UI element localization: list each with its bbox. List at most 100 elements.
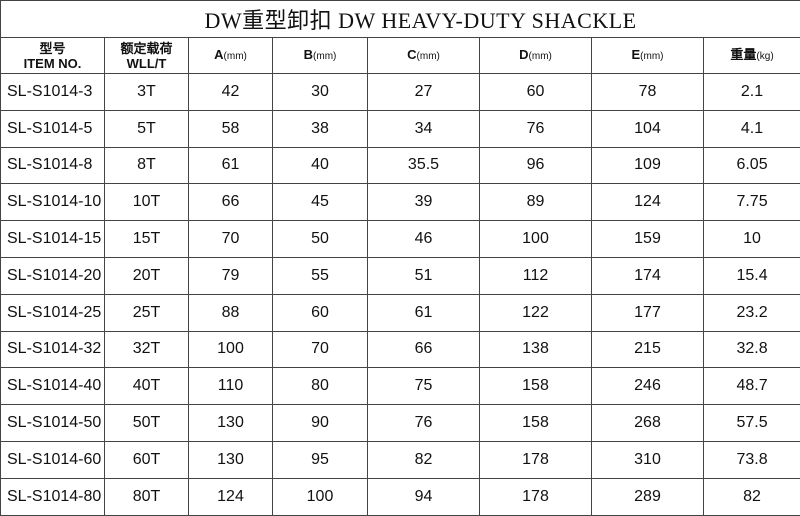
table-cell: 78 [592,74,704,111]
table-cell: 90 [273,405,368,442]
header-label-en: WLL/T [105,56,188,71]
table-cell: 7.75 [704,184,800,221]
table-cell: SL-S1014-8 [1,147,105,184]
table-cell: 10 [704,221,800,258]
table-cell: 32T [105,331,189,368]
table-cell: 159 [592,221,704,258]
table-cell: SL-S1014-20 [1,257,105,294]
table-cell: 76 [368,405,480,442]
table-cell: 95 [273,441,368,478]
table-cell: 112 [480,257,592,294]
table-cell: 310 [592,441,704,478]
table-cell: 25T [105,294,189,331]
table-cell: 174 [592,257,704,294]
table-cell: SL-S1014-60 [1,441,105,478]
table-cell: SL-S1014-40 [1,368,105,405]
table-cell: 61 [368,294,480,331]
header-label: A [214,47,223,62]
table-cell: 124 [189,478,273,515]
table-cell: 75 [368,368,480,405]
table-cell: 61 [189,147,273,184]
header-unit: (mm) [529,51,552,62]
table-cell: 38 [273,110,368,147]
table-cell: 40T [105,368,189,405]
table-cell: 32.8 [704,331,800,368]
table-cell: 82 [704,478,800,515]
table-cell: 30 [273,74,368,111]
table-cell: 55 [273,257,368,294]
header-label: B [304,47,313,62]
table-cell: 110 [189,368,273,405]
table-cell: 23.2 [704,294,800,331]
table-cell: 100 [189,331,273,368]
table-cell: 58 [189,110,273,147]
table-cell: 3T [105,74,189,111]
header-label: D [519,47,528,62]
table-cell: 70 [273,331,368,368]
table-cell: 60T [105,441,189,478]
table-cell: 45 [273,184,368,221]
table-cell: 89 [480,184,592,221]
table-cell: 48.7 [704,368,800,405]
table-cell: 2.1 [704,74,800,111]
table-cell: 94 [368,478,480,515]
table-cell: 158 [480,405,592,442]
header-a: A(mm) [189,38,273,74]
table-cell: 130 [189,441,273,478]
table-cell: 88 [189,294,273,331]
table-cell: 82 [368,441,480,478]
table-cell: 4.1 [704,110,800,147]
table-cell: 15T [105,221,189,258]
table-cell: 122 [480,294,592,331]
table-cell: SL-S1014-25 [1,294,105,331]
table-cell: 100 [480,221,592,258]
table-cell: SL-S1014-10 [1,184,105,221]
header-label-cn: 型号 [1,41,104,56]
table-cell: 124 [592,184,704,221]
table-cell: 246 [592,368,704,405]
header-c: C(mm) [368,38,480,74]
header-label-cn: 额定载荷 [105,41,188,56]
table-cell: 96 [480,147,592,184]
header-unit: (mm) [313,51,336,62]
header-label: C [407,47,416,62]
table-cell: 80T [105,478,189,515]
table-title: DW重型卸扣 DW HEAVY-DUTY SHACKLE [1,1,800,38]
table-cell: 138 [480,331,592,368]
table-cell: 79 [189,257,273,294]
header-unit: (mm) [417,51,440,62]
table-cell: 10T [105,184,189,221]
table-cell: 268 [592,405,704,442]
header-unit: (kg) [756,51,773,62]
header-unit: (mm) [224,51,247,62]
table-cell: 73.8 [704,441,800,478]
table-cell: 40 [273,147,368,184]
table-cell: SL-S1014-5 [1,110,105,147]
table-cell: 178 [480,441,592,478]
table-cell: 100 [273,478,368,515]
header-label-en: ITEM NO. [1,56,104,71]
table-cell: 15.4 [704,257,800,294]
table-cell: 51 [368,257,480,294]
header-d: D(mm) [480,38,592,74]
table-cell: 70 [189,221,273,258]
table-cell: 66 [189,184,273,221]
table-cell: SL-S1014-80 [1,478,105,515]
table-cell: SL-S1014-3 [1,74,105,111]
table-cell: 57.5 [704,405,800,442]
table-cell: 80 [273,368,368,405]
header-b: B(mm) [273,38,368,74]
table-cell: 109 [592,147,704,184]
table-cell: 104 [592,110,704,147]
